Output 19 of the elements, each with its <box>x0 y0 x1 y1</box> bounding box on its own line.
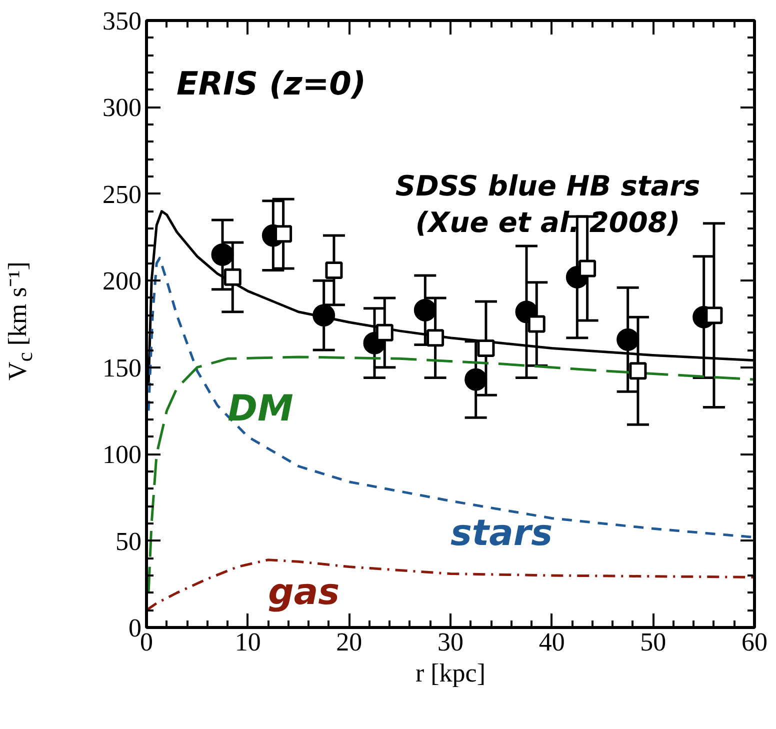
x-tick-label: 60 <box>742 628 768 656</box>
x-tick-label: 30 <box>438 628 464 656</box>
series-label: stars <box>450 512 553 554</box>
x-axis-title: r [kpc] <box>415 658 486 688</box>
y-tick-label: 100 <box>102 440 142 470</box>
series-label: gas <box>268 572 340 613</box>
annotation: SDSS blue HB stars (Xue et al. 2008) <box>395 170 700 240</box>
x-tick-label: 10 <box>234 628 261 656</box>
x-tick-label: 40 <box>538 628 565 656</box>
y-tick-label: 300 <box>102 93 142 122</box>
y-tick-label: 200 <box>102 266 142 296</box>
y-tick-label: 350 <box>102 6 142 36</box>
y-tick-label: 250 <box>102 180 142 209</box>
y-tick-label: 150 <box>102 353 142 382</box>
x-tick-label: 50 <box>640 628 666 656</box>
y-tick-label: 50 <box>116 526 142 556</box>
series-label: DM <box>228 388 294 430</box>
x-tick-label: 20 <box>336 628 362 656</box>
annotation: ERIS (z=0) <box>176 64 366 102</box>
